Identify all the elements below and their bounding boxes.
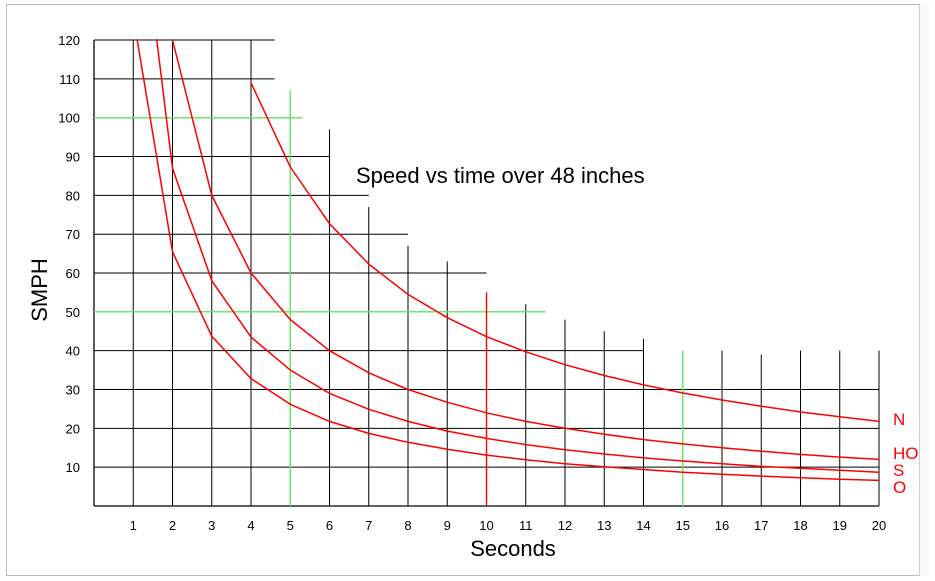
y-tick-40: 40 [66, 344, 80, 359]
y-tick-10: 10 [66, 460, 80, 475]
y-tick-90: 90 [66, 150, 80, 165]
y-tick-60: 60 [66, 266, 80, 281]
chart-title: Speed vs time over 48 inches [356, 163, 645, 188]
x-tick-15: 15 [676, 518, 690, 533]
x-tick-2: 2 [169, 518, 176, 533]
tick-labels: 1 2 3 4 5 6 7 8 9 10 11 12 13 14 15 16 17 18 19 20102030405… [58, 33, 886, 533]
y-tick-100: 100 [58, 111, 80, 126]
y-axis-label: SMPH [27, 258, 52, 322]
y-tick-30: 30 [66, 383, 80, 398]
highlight-lines [94, 91, 683, 506]
y-tick-20: 20 [66, 421, 80, 436]
x-tick-7: 7 [365, 518, 372, 533]
x-tick-16: 16 [715, 518, 729, 533]
x-tick-13: 13 [597, 518, 611, 533]
x-tick-14: 14 [636, 518, 650, 533]
x-tick-9: 9 [444, 518, 451, 533]
x-tick-17: 17 [754, 518, 768, 533]
series-label-N: N [893, 410, 905, 429]
x-axis-label: Seconds [470, 536, 556, 561]
x-tick-6: 6 [326, 518, 333, 533]
x-tick-20: 20 [872, 518, 886, 533]
curves [137, 40, 879, 480]
y-tick-50: 50 [66, 305, 80, 320]
x-tick-1: 1 [130, 518, 137, 533]
x-tick-4: 4 [247, 518, 254, 533]
series-label-O: O [893, 478, 906, 497]
y-tick-70: 70 [66, 227, 80, 242]
x-tick-19: 19 [833, 518, 847, 533]
x-tick-3: 3 [208, 518, 215, 533]
x-tick-10: 10 [479, 518, 493, 533]
y-tick-120: 120 [58, 33, 80, 48]
x-tick-12: 12 [558, 518, 572, 533]
x-tick-11: 11 [519, 518, 533, 533]
x-tick-18: 18 [793, 518, 807, 533]
y-tick-80: 80 [66, 188, 80, 203]
x-tick-8: 8 [404, 518, 411, 533]
curve-O [137, 40, 879, 480]
x-tick-5: 5 [287, 518, 294, 533]
y-tick-110: 110 [59, 72, 80, 87]
